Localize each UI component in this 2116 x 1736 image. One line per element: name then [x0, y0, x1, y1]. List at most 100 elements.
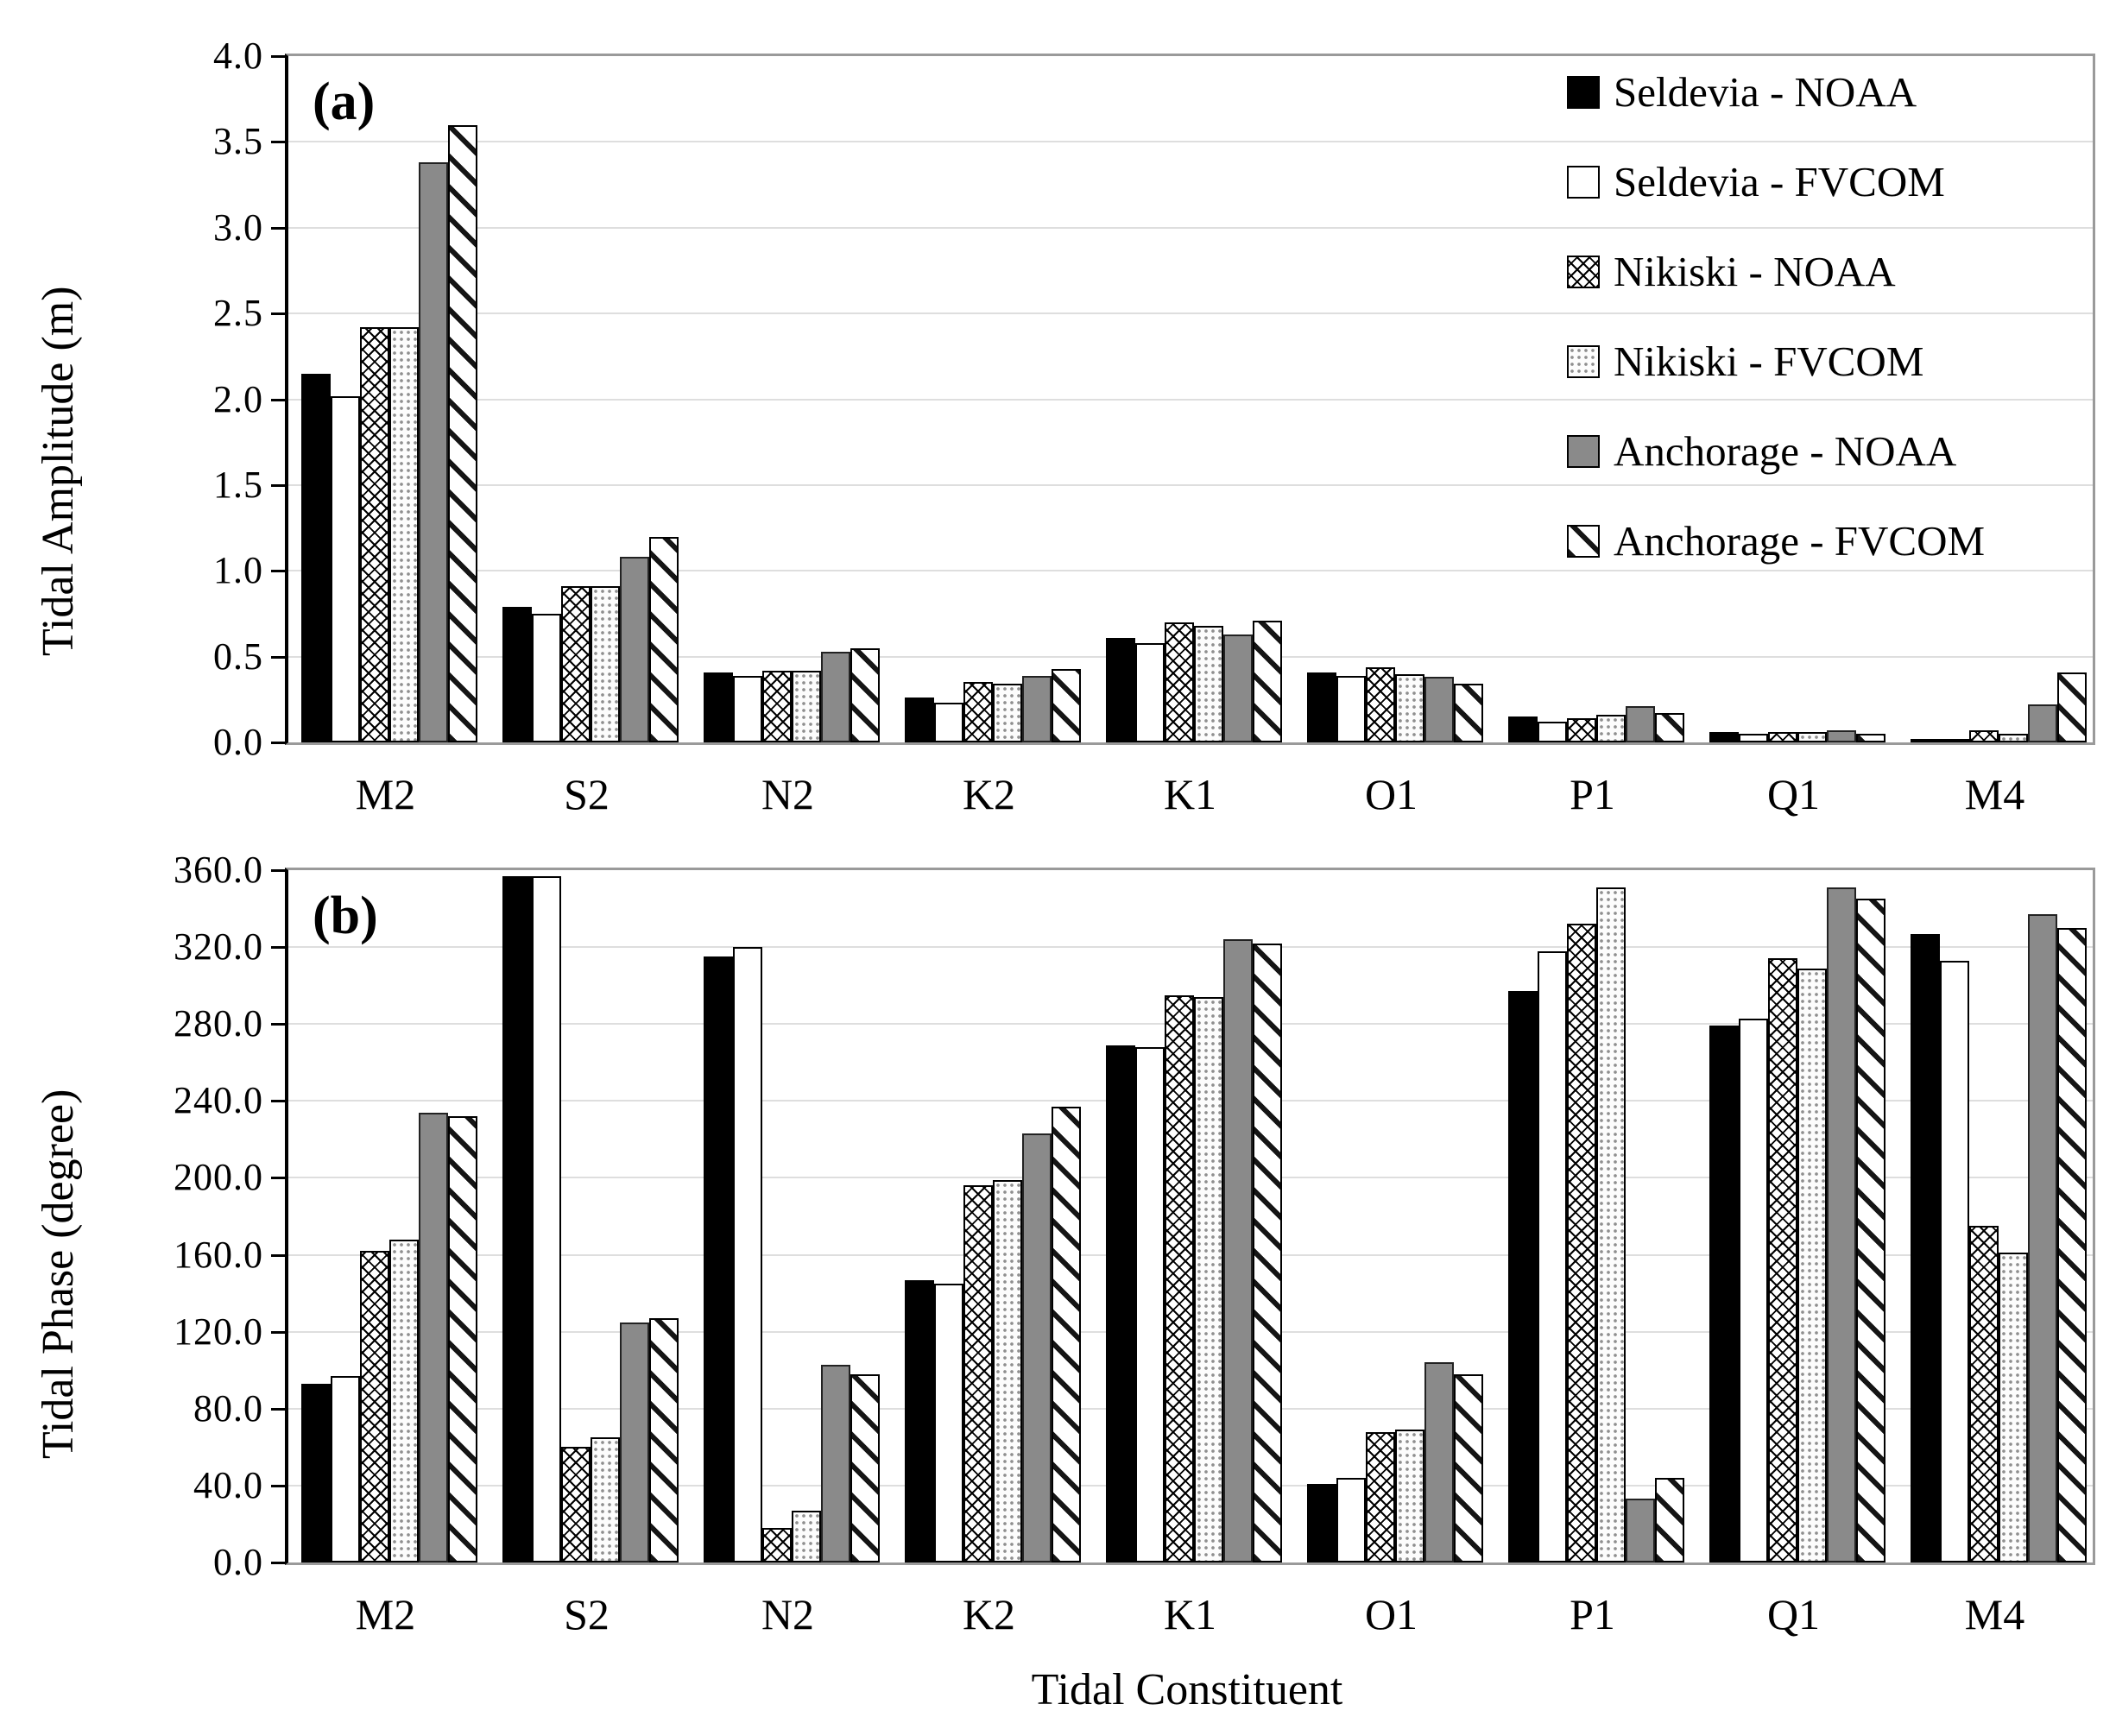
bar-anchorage-noaa-Q1	[1826, 730, 1856, 742]
y-tick-mark	[271, 1407, 285, 1411]
legend-item: Nikiski - NOAA	[1567, 247, 2094, 296]
bar-anchorage-fvcom-K2	[1051, 668, 1081, 742]
bar-seldevia-fvcom-K1	[1134, 1046, 1165, 1562]
bar-seldevia-noaa-P1	[1507, 991, 1538, 1562]
legend-item: Seldevia - FVCOM	[1567, 157, 2094, 206]
bar-group-K1	[1093, 870, 1294, 1562]
bar-anchorage-noaa-M4	[2027, 704, 2057, 742]
bar-seldevia-noaa-K1	[1105, 1045, 1135, 1562]
panel-b-plot-area: (b)	[285, 868, 2095, 1565]
legend-item: Anchorage - FVCOM	[1567, 516, 2094, 565]
legend-label: Anchorage - NOAA	[1614, 427, 1957, 475]
bar-seldevia-noaa-K1	[1105, 637, 1135, 742]
y-tick-label: 4.0	[213, 35, 263, 77]
bar-seldevia-fvcom-P1	[1537, 950, 1567, 1562]
bar-nikiski-fvcom-K2	[992, 1179, 1022, 1562]
bar-seldevia-fvcom-Q1	[1738, 734, 1768, 742]
panel-b-y-axis-title: Tidal Phase (degree)	[34, 1089, 83, 1459]
bar-anchorage-noaa-K1	[1222, 634, 1253, 742]
y-tick-mark	[271, 1484, 285, 1487]
bar-anchorage-noaa-M2	[418, 162, 448, 742]
gridline	[288, 141, 2093, 143]
y-tick-label: 1.5	[213, 463, 263, 506]
bar-seldevia-noaa-M4	[1910, 933, 1940, 1562]
bar-group-M4	[1898, 870, 2099, 1562]
category-label-K1: K1	[1163, 1590, 1217, 1638]
category-label-M4: M4	[1964, 770, 2025, 818]
category-label-N2: N2	[761, 770, 815, 818]
bar-nikiski-fvcom-P1	[1595, 887, 1626, 1562]
bar-seldevia-noaa-P1	[1507, 716, 1538, 742]
bar-nikiski-fvcom-O1	[1394, 1430, 1424, 1562]
category-label-P1: P1	[1570, 1590, 1615, 1638]
y-tick-label: 160.0	[174, 1233, 263, 1276]
bar-anchorage-fvcom-K2	[1051, 1107, 1081, 1562]
bar-seldevia-fvcom-M4	[1939, 739, 1969, 742]
bar-nikiski-fvcom-S2	[590, 1437, 620, 1562]
category-label-K2: K2	[962, 1590, 1016, 1638]
bar-nikiski-noaa-O1	[1365, 1431, 1395, 1562]
category-label-O1: O1	[1364, 1590, 1418, 1638]
bar-seldevia-noaa-O1	[1306, 1483, 1336, 1562]
bar-seldevia-fvcom-K2	[933, 703, 963, 742]
legend-swatch-crosshatch-icon	[1567, 255, 1600, 288]
bar-nikiski-noaa-O1	[1365, 666, 1395, 742]
category-label-P1: P1	[1570, 770, 1615, 818]
bar-group-Q1	[1696, 870, 1898, 1562]
bar-group-M4	[1898, 56, 2099, 742]
y-tick-label: 2.5	[213, 292, 263, 335]
bar-anchorage-noaa-K2	[1021, 675, 1052, 742]
y-tick-mark	[271, 141, 285, 144]
bar-seldevia-fvcom-K1	[1134, 642, 1165, 742]
legend-item: Anchorage - NOAA	[1567, 426, 2094, 476]
gridline	[288, 570, 2093, 572]
legend-label: Nikiski - NOAA	[1614, 248, 1896, 295]
gridline	[288, 483, 2093, 486]
panel-a-y-axis-title: Tidal Amplitude (m)	[34, 286, 83, 656]
bar-seldevia-fvcom-K2	[933, 1283, 963, 1562]
bar-anchorage-fvcom-N2	[850, 647, 880, 742]
bar-nikiski-noaa-K2	[963, 1185, 993, 1562]
bar-seldevia-fvcom-N2	[732, 947, 762, 1562]
bar-anchorage-noaa-K1	[1222, 939, 1253, 1562]
bar-seldevia-fvcom-N2	[732, 675, 762, 742]
legend-label: Anchorage - FVCOM	[1614, 517, 1986, 565]
bar-group-Q1	[1696, 56, 1898, 742]
bar-nikiski-noaa-Q1	[1767, 958, 1797, 1562]
bar-anchorage-noaa-Q1	[1826, 887, 1856, 1562]
bar-seldevia-fvcom-P1	[1537, 722, 1567, 742]
bar-nikiski-noaa-Q1	[1767, 732, 1797, 742]
legend-swatch-light-dots-icon	[1567, 344, 1600, 378]
category-label-Q1: Q1	[1766, 1590, 1821, 1638]
y-tick-mark	[271, 1023, 285, 1026]
bar-anchorage-noaa-M4	[2027, 914, 2057, 1562]
bar-group-K1	[1093, 56, 1294, 742]
bar-anchorage-fvcom-M4	[2056, 927, 2087, 1562]
bar-nikiski-fvcom-K1	[1193, 625, 1223, 742]
bar-nikiski-noaa-K1	[1164, 622, 1194, 742]
y-tick-mark	[271, 55, 285, 58]
gridline	[288, 312, 2093, 315]
y-tick-label: 280.0	[174, 1002, 263, 1045]
bar-anchorage-fvcom-P1	[1654, 713, 1684, 742]
bar-anchorage-noaa-S2	[619, 1322, 649, 1562]
bar-nikiski-noaa-M2	[359, 327, 389, 742]
bar-group-S2	[490, 56, 691, 742]
bar-anchorage-fvcom-S2	[648, 536, 679, 742]
bar-anchorage-fvcom-M4	[2056, 672, 2087, 742]
y-tick-label: 360.0	[174, 849, 263, 891]
bar-group-M2	[288, 56, 490, 742]
bar-anchorage-noaa-S2	[619, 557, 649, 742]
legend-swatch-solid-black-icon	[1567, 75, 1600, 109]
bar-seldevia-fvcom-M2	[330, 395, 360, 742]
bar-nikiski-fvcom-P1	[1595, 715, 1626, 742]
y-tick-mark	[271, 1562, 285, 1564]
bar-anchorage-fvcom-Q1	[1855, 899, 1885, 1562]
legend-label: Seldevia - NOAA	[1614, 68, 1917, 116]
y-tick-mark	[271, 226, 285, 230]
bar-anchorage-fvcom-O1	[1453, 1373, 1483, 1562]
bar-group-M2	[288, 870, 490, 1562]
bar-nikiski-fvcom-M4	[1998, 1253, 2028, 1562]
legend-item: Seldevia - NOAA	[1567, 67, 2094, 117]
bar-anchorage-fvcom-N2	[850, 1373, 880, 1562]
